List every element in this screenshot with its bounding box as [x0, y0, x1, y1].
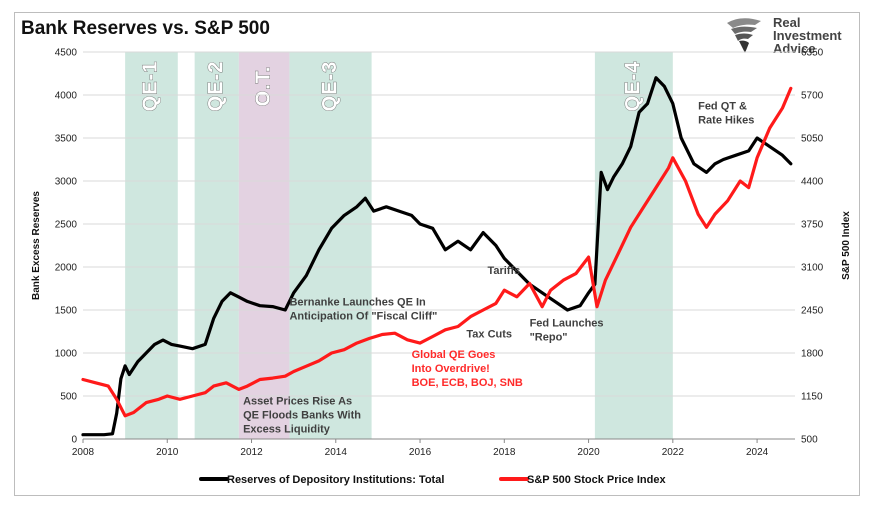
x-tick-3: 2014	[325, 447, 348, 458]
y-left-tick-9: 4500	[55, 48, 78, 59]
shaded-period-2	[238, 52, 290, 439]
annotation-6: Fed QT & Rate Hikes	[698, 101, 754, 127]
legend-label-1: S&P 500 Stock Price Index	[527, 474, 666, 486]
y-right-tick-1: 1150	[801, 392, 823, 403]
x-tick-0: 2008	[72, 447, 95, 458]
shaded-period-label-4: QE-4	[622, 61, 644, 112]
y-left-tick-8: 4000	[55, 91, 78, 102]
x-tick-4: 2016	[409, 447, 432, 458]
x-tick-6: 2020	[577, 447, 600, 458]
shaded-period-0	[125, 52, 178, 439]
legend: Reserves of Depository Institutions: Tot…	[199, 474, 666, 486]
y-left-tick-4: 2000	[55, 263, 78, 274]
y-left-tick-2: 1000	[55, 349, 78, 360]
y-right-tick-2: 1800	[801, 349, 824, 360]
shaded-periods: QE-1 QE-2 O.T. QE-3 QE-4	[125, 52, 673, 439]
x-tick-2: 2012	[240, 447, 263, 458]
y-right-tick-7: 5050	[801, 134, 824, 145]
logo: Real Investment Advice	[727, 15, 842, 56]
y-axis-left-label: Bank Excess Reserves	[31, 191, 42, 300]
shaded-period-label-3: QE-3	[319, 61, 341, 112]
annotation-1: Asset Prices Rise As QE Floods Banks With…	[243, 396, 361, 436]
shaded-period-1	[194, 52, 239, 439]
x-tick-7: 2022	[662, 447, 685, 458]
chart-svg: Bank Reserves vs. S&P 500 Real Investmen…	[21, 15, 852, 486]
y-right-ticks: 500 1150 1800 2450 3100 3750 4400 5050 5700 6350	[801, 48, 824, 446]
shaded-period-4	[594, 52, 673, 439]
x-tick-1: 2010	[156, 447, 179, 458]
y-right-tick-3: 2450	[801, 306, 824, 317]
annotation-2: Global QE Goes Into Overdrive! BOE, ECB, B…	[412, 349, 523, 389]
annotation-5: Fed Launches "Repo"	[530, 317, 604, 343]
chart-title: Bank Reserves vs. S&P 500	[21, 18, 270, 39]
y-left-ticks: 0 500 1000 1500 2000 2500 3000 3500 4000 4500	[55, 48, 78, 446]
series-line-0	[81, 76, 793, 437]
y-right-tick-4: 3100	[801, 263, 824, 274]
y-right-tick-6: 4400	[801, 177, 824, 188]
y-right-tick-5: 3750	[801, 220, 824, 231]
y-left-tick-7: 3500	[55, 134, 78, 145]
x-tick-8: 2024	[746, 447, 769, 458]
y-right-tick-0: 500	[801, 435, 818, 446]
shaded-period-label-2: O.T.	[252, 66, 274, 107]
shaded-period-3	[289, 52, 372, 439]
series-lines	[81, 76, 793, 437]
gridlines	[83, 51, 795, 440]
eagle-icon	[727, 18, 761, 53]
legend-label-0: Reserves of Depository Institutions: Tot…	[227, 474, 444, 486]
shaded-period-label-0: QE-1	[140, 61, 162, 112]
y-left-tick-5: 2500	[55, 220, 78, 231]
annotation-0: Bernanke Launches QE In Anticipation Of "…	[289, 297, 437, 323]
logo-line-2: Investment	[773, 28, 842, 43]
annotation-4: Tax Cuts	[466, 329, 512, 341]
y-right-tick-8: 5700	[801, 91, 824, 102]
y-left-tick-1: 500	[60, 392, 77, 403]
y-left-tick-6: 3000	[55, 177, 78, 188]
y-axis-right-label: S&P 500 Index	[841, 211, 852, 280]
shaded-period-label-1: QE-2	[205, 61, 227, 112]
logo-line-1: Real	[773, 15, 800, 30]
x-axis-ticks: 2008 2010 2012 2014 2016 2018 2020 2022 2024	[72, 439, 769, 458]
series-line-1	[81, 86, 793, 418]
y-right-tick-9: 6350	[801, 48, 824, 59]
annotations: Bernanke Launches QE In Anticipation Of "…	[243, 101, 754, 436]
y-left-tick-0: 0	[71, 435, 77, 446]
annotation-3: Tariffs	[487, 265, 520, 277]
chart-frame: Bank Reserves vs. S&P 500 Real Investmen…	[14, 12, 860, 496]
x-tick-5: 2018	[493, 447, 516, 458]
y-left-tick-3: 1500	[55, 306, 78, 317]
